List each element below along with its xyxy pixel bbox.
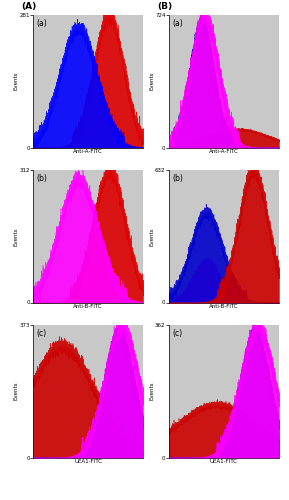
- Y-axis label: Events: Events: [149, 72, 154, 90]
- X-axis label: UEA1-FITC: UEA1-FITC: [74, 459, 102, 464]
- X-axis label: Anti-B-FITC: Anti-B-FITC: [73, 304, 103, 309]
- Y-axis label: Events: Events: [149, 227, 154, 246]
- Text: (c): (c): [172, 329, 182, 338]
- X-axis label: Anti-A-FITC: Anti-A-FITC: [209, 149, 239, 154]
- Y-axis label: Events: Events: [149, 382, 154, 400]
- X-axis label: Anti-B-FITC: Anti-B-FITC: [209, 304, 239, 309]
- Text: (b): (b): [36, 174, 47, 183]
- X-axis label: Anti-A-FITC: Anti-A-FITC: [73, 149, 103, 154]
- Y-axis label: Events: Events: [14, 382, 18, 400]
- Text: (B): (B): [158, 2, 173, 11]
- Text: (A): (A): [22, 2, 37, 11]
- Y-axis label: Events: Events: [14, 227, 18, 246]
- X-axis label: UEA1-FITC: UEA1-FITC: [210, 459, 238, 464]
- Text: (b): (b): [172, 174, 183, 183]
- Text: (a): (a): [36, 19, 47, 28]
- Y-axis label: Events: Events: [14, 72, 18, 90]
- Text: (c): (c): [36, 329, 47, 338]
- Text: (a): (a): [172, 19, 183, 28]
